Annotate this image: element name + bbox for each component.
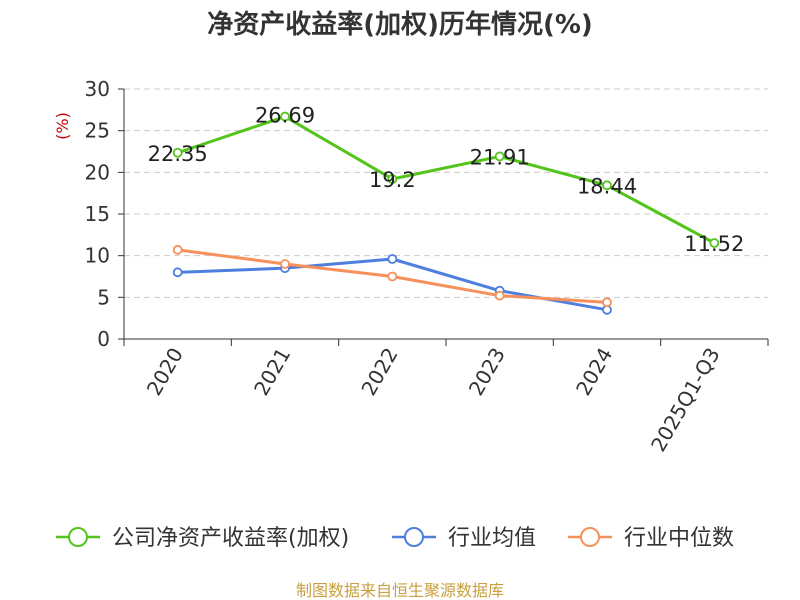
data-point	[280, 111, 290, 122]
series-line	[177, 257, 608, 312]
data-label: 22.35	[148, 142, 208, 166]
y-axis-label: (%)	[53, 112, 72, 140]
data-point	[602, 180, 612, 191]
data-label: 26.69	[255, 104, 315, 128]
data-point	[494, 290, 505, 301]
legend-marker	[404, 527, 424, 547]
x-tick-label: 2024	[571, 344, 617, 400]
data-point	[172, 147, 183, 158]
legend-marker	[68, 527, 88, 547]
x-tick-label: 2020	[142, 344, 188, 400]
y-tick-label: 10	[85, 244, 110, 268]
x-tick-label: 2021	[249, 344, 295, 400]
y-tick-label: 5	[97, 285, 110, 309]
legend: 公司净资产收益率(加权) 行业均值 行业中位数	[56, 526, 734, 551]
data-point	[387, 271, 398, 282]
data-label: 19.2	[369, 168, 416, 192]
source-note: 制图数据来自恒生聚源数据库	[296, 581, 504, 600]
data-point	[280, 259, 290, 269]
legend-item-label: 行业均值	[448, 526, 536, 551]
chart-title: 净资产收益率(加权)历年情况(%)	[207, 9, 593, 40]
data-point	[172, 244, 183, 255]
y-axis-ticks: 0 5 10 15 20 25 30	[85, 77, 124, 351]
legend-item-label: 公司净资产收益率(加权)	[112, 526, 349, 551]
data-label: 21.91	[470, 145, 530, 169]
data-label: 11.52	[684, 232, 744, 256]
series-group	[172, 111, 720, 315]
data-point	[172, 267, 183, 278]
x-tick-label: 2025Q1-Q3	[646, 344, 725, 456]
data-labels: 22.35 26.69 19.2 21.91 18.44 11.52	[148, 104, 745, 256]
x-axis-ticks: 2020 2021 2022 2023 2024 2025Q1-Q3	[123, 339, 769, 456]
legend-item-label: 行业中位数	[624, 526, 734, 551]
data-point	[494, 151, 505, 162]
y-tick-label: 0	[97, 327, 110, 351]
y-tick-label: 30	[85, 77, 110, 101]
data-point	[387, 174, 398, 184]
legend-marker	[580, 527, 600, 547]
data-label: 18.44	[577, 174, 637, 198]
grid-lines	[124, 88, 768, 298]
y-tick-label: 20	[85, 160, 110, 184]
data-point	[709, 238, 720, 248]
data-point	[387, 254, 398, 264]
series-line	[177, 115, 716, 245]
y-tick-label: 15	[85, 202, 110, 226]
y-tick-label: 25	[85, 119, 110, 143]
data-point	[602, 297, 612, 308]
x-tick-label: 2022	[356, 344, 402, 400]
x-tick-label: 2023	[464, 343, 510, 399]
